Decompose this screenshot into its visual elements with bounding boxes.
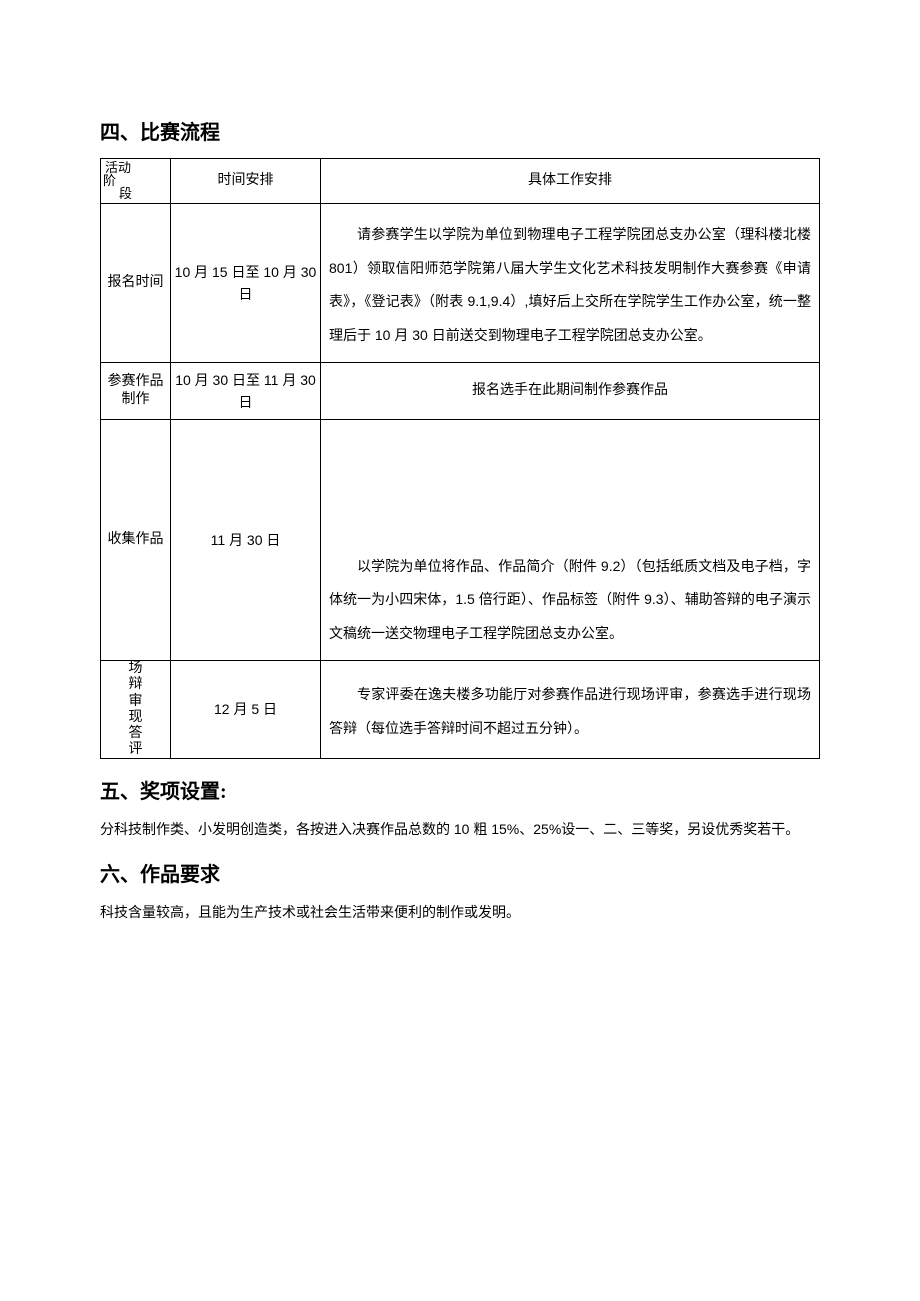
table-row: 参赛作品制作 10 月 30 日至 11 月 30 日 报名选手在此期间制作参赛… <box>101 363 820 420</box>
header-stage-bot: 段 <box>119 187 132 201</box>
time-cell: 10 月 30 日至 11 月 30 日 <box>171 363 321 420</box>
detail-cell: 请参赛学生以学院为单位到物理电子工程学院团总支办公室（理科楼北楼 801）领取信… <box>321 204 820 363</box>
stage-char: 现 <box>101 710 170 726</box>
section-6-heading: 六、作品要求 <box>100 860 820 890</box>
detail-text: 请参赛学生以学院为单位到物理电子工程学院团总支办公室（理科楼北楼 801）领取信… <box>321 204 819 362</box>
stage-cell: 参赛作品制作 <box>101 363 171 420</box>
stage-char: 评 <box>101 742 170 758</box>
table-header-row: 活动 阶 段 时间安排 具体工作安排 <box>101 159 820 204</box>
table-row: 场 辩 审 现 答 评 12 月 5 日 专家评委在逸夫楼多功能厅对参赛作品进行… <box>101 661 820 759</box>
detail-text: 专家评委在逸夫楼多功能厅对参赛作品进行现场评审，参赛选手进行现场答辩（每位选手答… <box>321 664 819 755</box>
stage-char: 审 <box>101 694 170 710</box>
section-5-body: 分科技制作类、小发明创造类，各按进入决赛作品总数的 10 粗 15%、25%设一… <box>100 817 820 842</box>
section-4-heading: 四、比赛流程 <box>100 118 820 148</box>
stage-char: 辩 <box>101 677 170 693</box>
time-cell: 11 月 30 日 <box>171 420 321 661</box>
time-cell: 10 月 15 日至 10 月 30 日 <box>171 204 321 363</box>
section-5-heading: 五、奖项设置: <box>100 777 820 807</box>
section-6-body: 科技含量较高，且能为生产技术或社会生活带来便利的制作或发明。 <box>100 900 820 925</box>
stage-cell: 报名时间 <box>101 204 171 363</box>
stage-cell: 场 辩 审 现 答 评 <box>101 661 171 759</box>
stage-char: 答 <box>101 726 170 742</box>
detail-text: 以学院为单位将作品、作品简介（附件 9.2）（包括纸质文档及电子档，字体统一为小… <box>321 536 819 661</box>
time-cell: 12 月 5 日 <box>171 661 321 759</box>
stage-char: 场 <box>101 661 170 677</box>
detail-cell: 专家评委在逸夫楼多功能厅对参赛作品进行现场评审，参赛选手进行现场答辩（每位选手答… <box>321 661 820 759</box>
stage-cell: 收集作品 <box>101 420 171 661</box>
header-detail: 具体工作安排 <box>321 159 820 204</box>
detail-cell: 以学院为单位将作品、作品简介（附件 9.2）（包括纸质文档及电子档，字体统一为小… <box>321 420 820 661</box>
detail-cell: 报名选手在此期间制作参赛作品 <box>321 363 820 420</box>
schedule-table: 活动 阶 段 时间安排 具体工作安排 报名时间 10 月 15 日至 10 月 … <box>100 158 820 759</box>
table-row: 报名时间 10 月 15 日至 10 月 30 日 请参赛学生以学院为单位到物理… <box>101 204 820 363</box>
header-time: 时间安排 <box>171 159 321 204</box>
table-row: 收集作品 11 月 30 日 以学院为单位将作品、作品简介（附件 9.2）（包括… <box>101 420 820 661</box>
header-stage: 活动 阶 段 <box>101 159 171 204</box>
header-stage-mid: 阶 <box>103 174 116 188</box>
